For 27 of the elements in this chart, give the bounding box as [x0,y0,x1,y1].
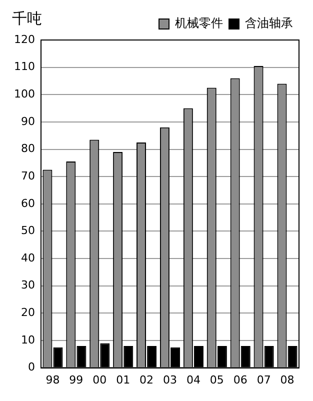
y-axis-title: 千吨 [12,9,42,28]
y-tick-label: 30 [20,278,35,292]
y-tick-label: 90 [20,114,35,128]
y-tick-label: 100 [14,87,35,100]
x-tick-label: 08 [280,373,294,386]
x-tick-label: 05 [210,373,224,386]
legend-label: 含油轴承 [245,16,293,30]
x-tick-label: 00 [92,373,107,386]
x-tick-label: 06 [233,373,248,386]
x-tick-label: 03 [163,373,177,386]
x-tick-label: 98 [46,373,60,386]
y-tick-label: 60 [20,196,35,210]
y-tick-label: 0 [28,360,35,374]
y-tick-label: 110 [14,60,35,74]
y-tick-label: 20 [20,306,35,320]
y-tick-label: 50 [20,224,35,238]
y-tick-label: 80 [20,142,35,156]
y-tick-label: 120 [14,32,35,46]
legend-label: 机械零件 [175,16,223,30]
x-tick-label: 04 [186,373,200,386]
x-tick-label: 99 [69,373,84,386]
y-tick-label: 10 [20,333,35,346]
x-tick-label: 01 [116,373,130,386]
y-tick-label: 40 [20,251,35,264]
y-tick-label: 70 [20,169,35,182]
x-tick-label: 02 [140,373,154,386]
x-tick-label: 07 [256,373,271,386]
